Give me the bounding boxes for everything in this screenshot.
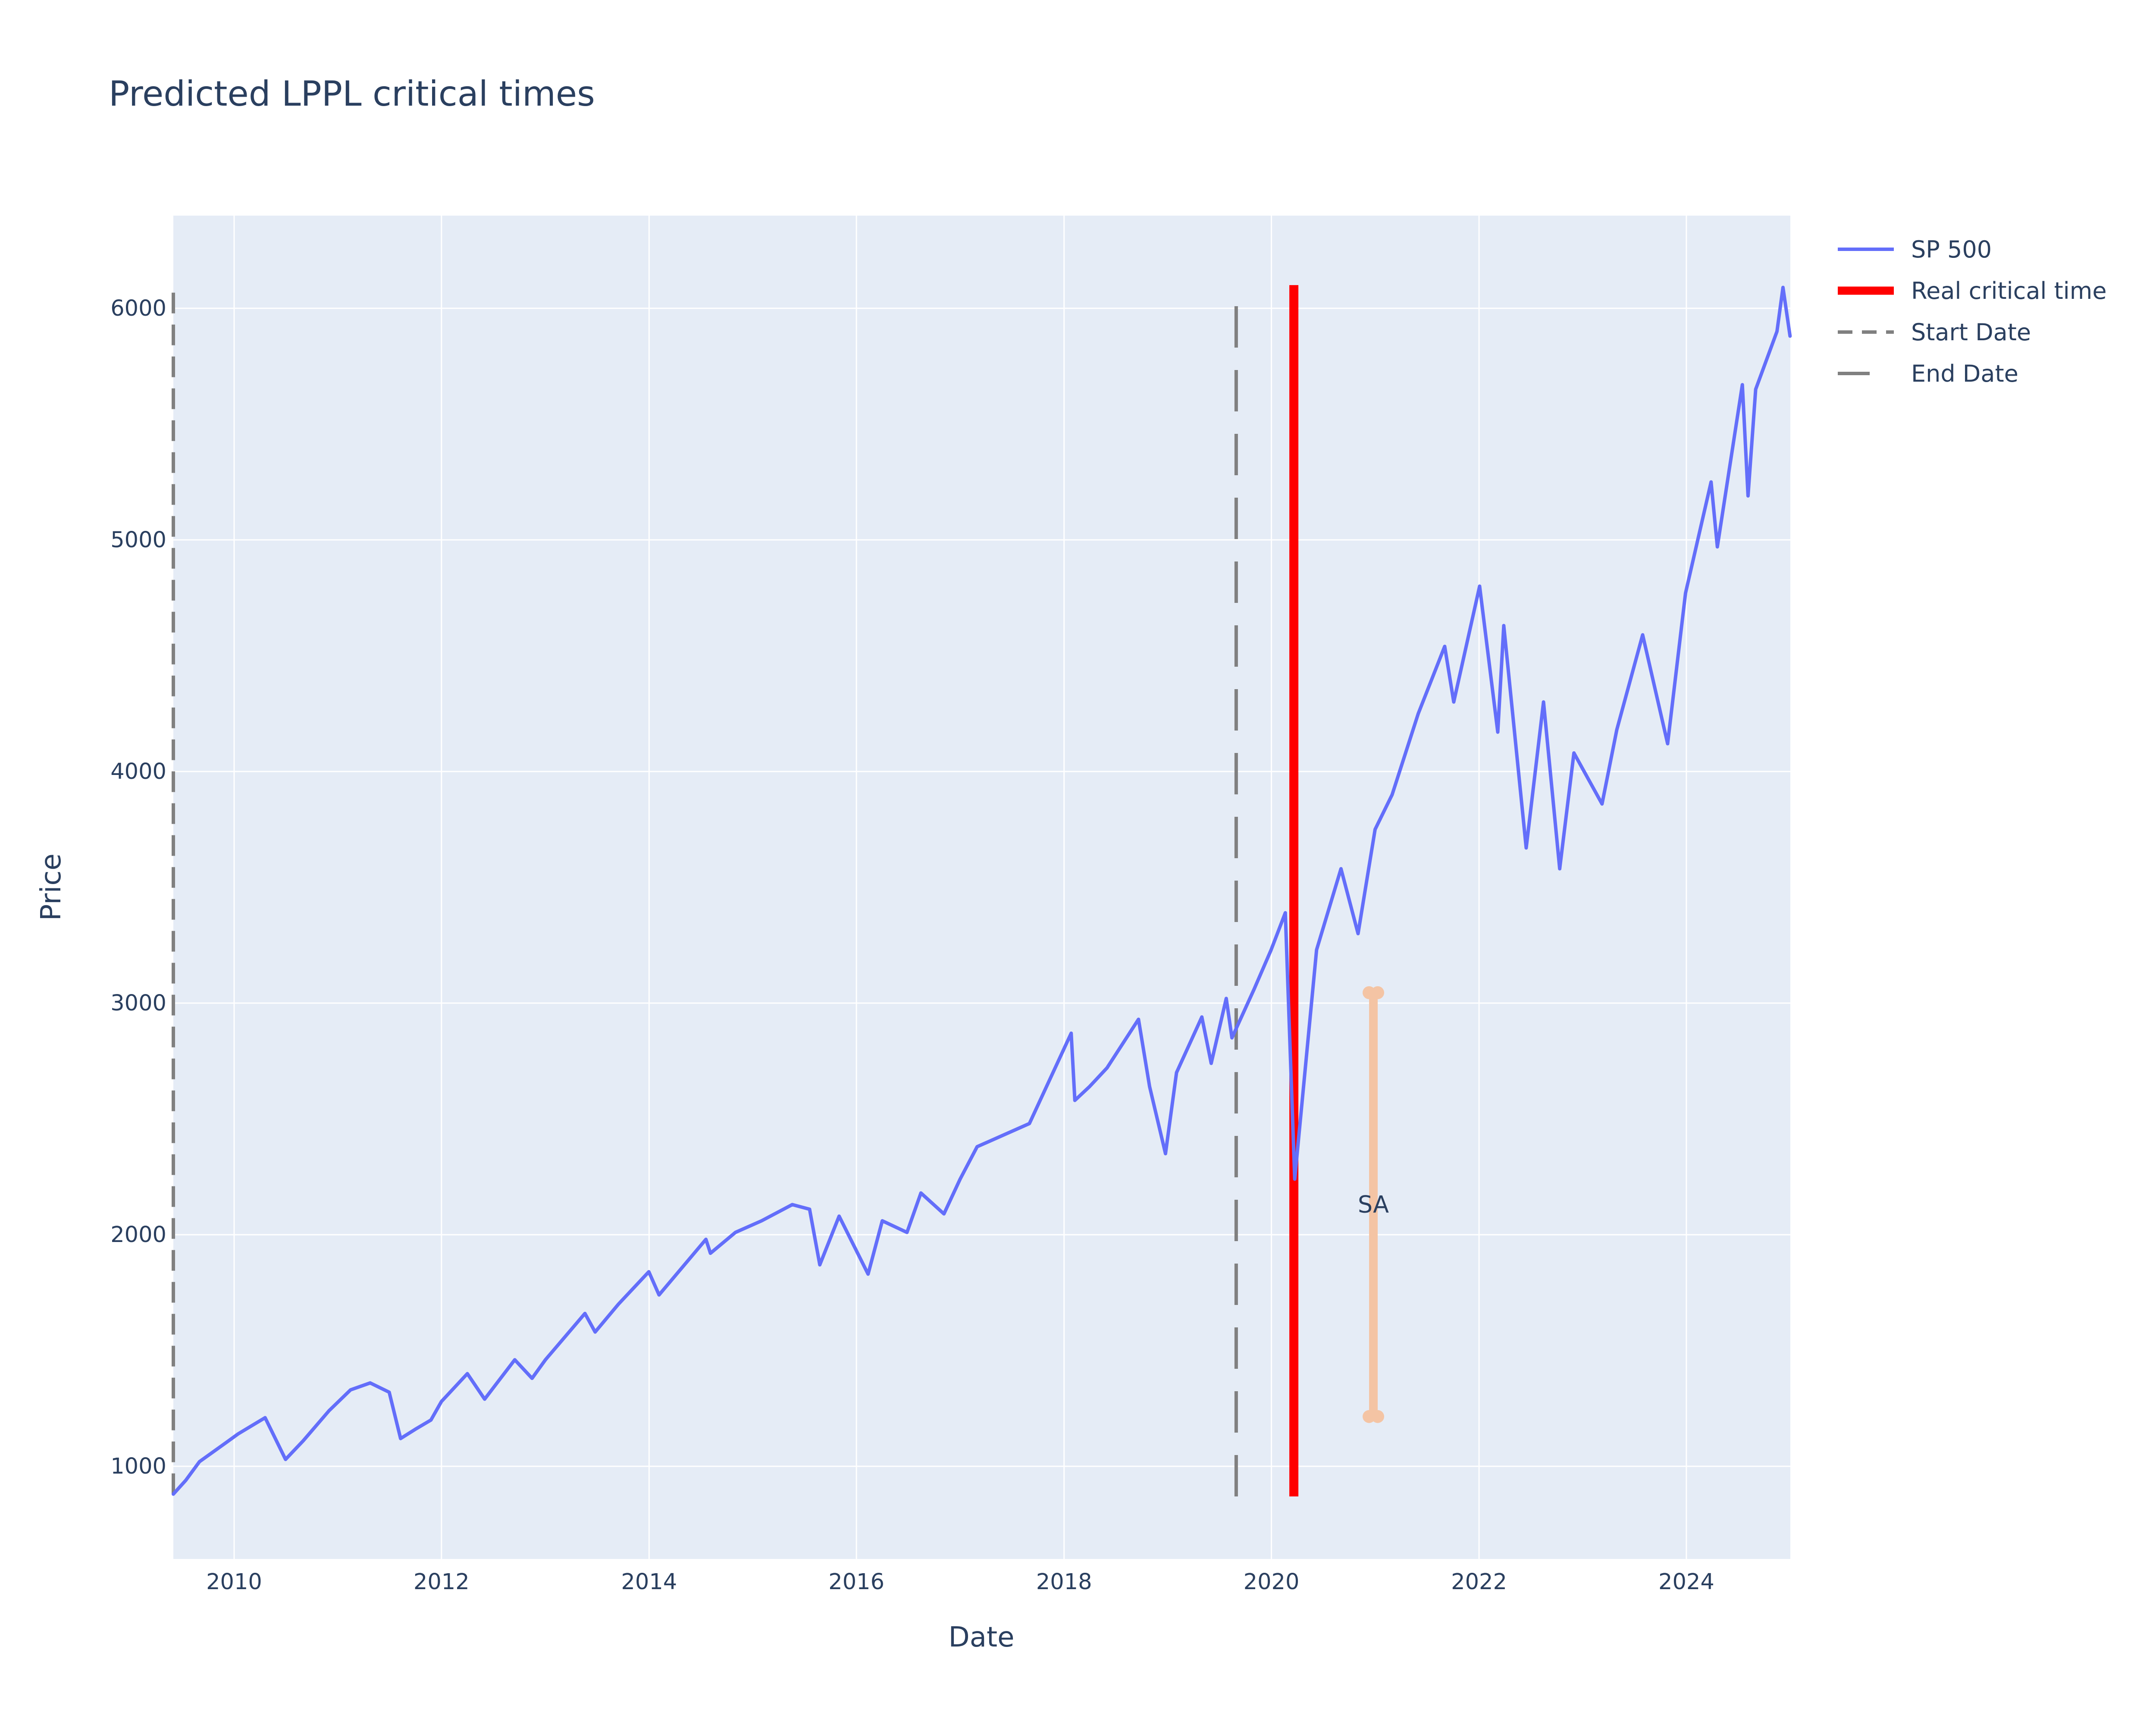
x-tick-label: 2012	[414, 1569, 470, 1595]
x-tick-label: 2020	[1244, 1569, 1300, 1595]
reference-lines	[172, 285, 1299, 1496]
x-tick-label: 2016	[828, 1569, 884, 1595]
chart-title: Predicted LPPL critical times	[109, 74, 595, 114]
legend-label: End Date	[1911, 360, 2018, 387]
y-tick-label: 4000	[110, 759, 166, 784]
plot-area	[173, 216, 1790, 1559]
legend-item[interactable]: SP 500	[1838, 236, 1992, 263]
prediction-range-cap-bottom	[1371, 1410, 1385, 1423]
y-tick-label: 1000	[110, 1454, 166, 1479]
legend[interactable]: SP 500 Real critical time Start Date End Da…	[1838, 236, 2107, 387]
legend-item[interactable]: End Date	[1838, 360, 2018, 387]
y-tick-label: 6000	[110, 296, 166, 321]
prediction-annotations: SA	[1358, 986, 1389, 1423]
x-axis-title: Date	[949, 1622, 1015, 1653]
x-tick-label: 2024	[1658, 1569, 1714, 1595]
x-tick-label: 2022	[1451, 1569, 1507, 1595]
gridlines	[173, 216, 1790, 1559]
x-tick-label: 2010	[206, 1569, 262, 1595]
legend-label: SP 500	[1911, 236, 1992, 263]
prediction-label-sa: SA	[1358, 1191, 1389, 1218]
y-tick-label: 2000	[110, 1222, 166, 1248]
x-tick-label: 2014	[621, 1569, 677, 1595]
y-tick-label: 5000	[110, 527, 166, 553]
series-lines	[172, 285, 1792, 1496]
legend-item[interactable]: Real critical time	[1838, 277, 2107, 304]
legend-label: Real critical time	[1911, 277, 2107, 304]
prediction-range-cap-top	[1371, 986, 1385, 999]
tick-labels: 1000 2000 3000 4000 5000 6000 2010 2012 2014 2016…	[110, 296, 1714, 1595]
legend-label: Start Date	[1911, 319, 2031, 346]
x-tick-label: 2018	[1036, 1569, 1092, 1595]
y-tick-label: 3000	[110, 991, 166, 1016]
legend-item[interactable]: Start Date	[1838, 319, 2031, 346]
y-axis-title: Price	[35, 853, 67, 921]
